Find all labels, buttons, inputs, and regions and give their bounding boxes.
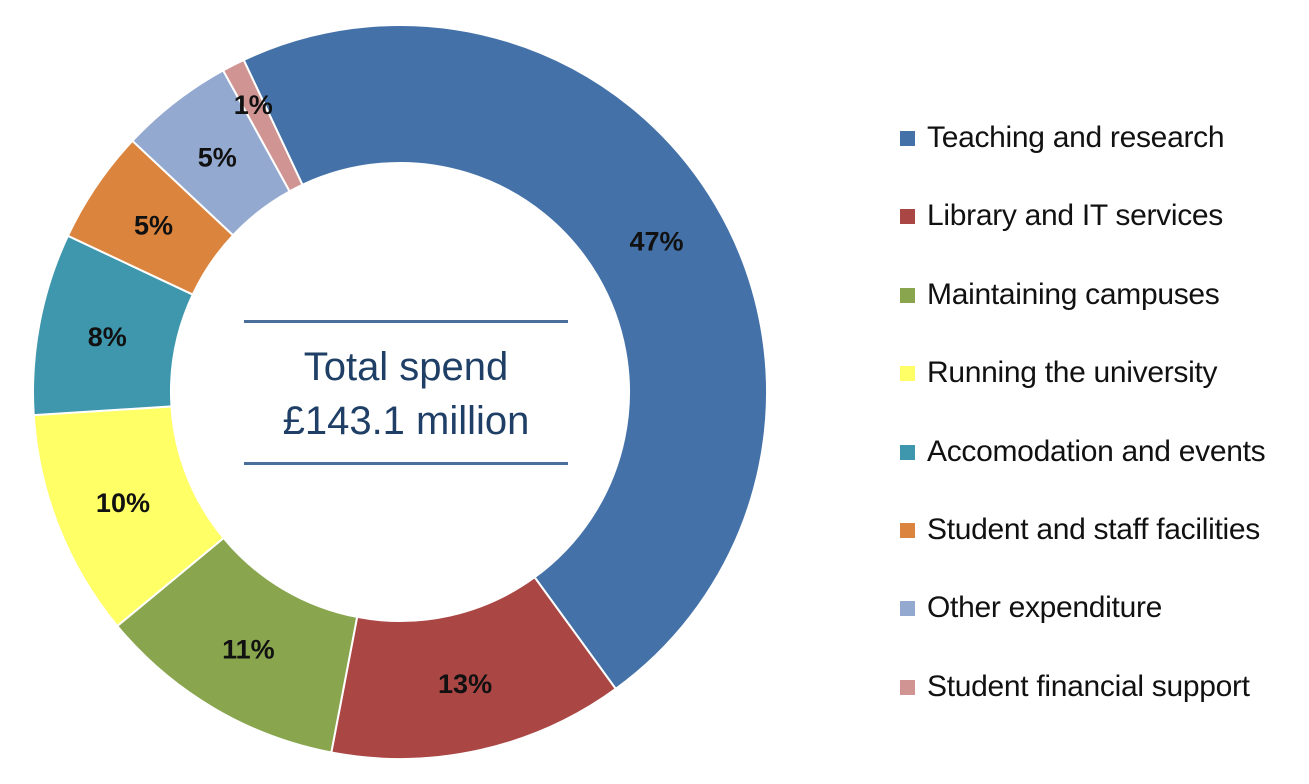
legend-label: Teaching and research [927,121,1225,154]
legend-item: Student financial support [900,665,1300,743]
donut-slice-7 [221,58,304,193]
legend-label: Accomodation and events [927,434,1266,468]
data-label-7: 1% [234,90,273,120]
center-rule-top [244,320,568,323]
legend-swatch [900,209,915,225]
legend: Teaching and research Library and IT serv… [900,116,1300,743]
legend-label: Other expenditure [927,591,1163,625]
legend-label: Student financial support [927,669,1250,703]
legend-item: Running the university [900,351,1300,429]
donut-slice-0 [242,24,768,691]
legend-item: Other expenditure [900,586,1300,664]
legend-label: Student and staff facilities [927,512,1260,546]
data-label-2: 11% [222,635,275,665]
legend-swatch [900,444,915,460]
data-label-1: 13% [438,669,492,699]
legend-item: Accomodation and events [900,430,1300,508]
legend-swatch [900,679,915,695]
legend-swatch [900,366,915,382]
legend-swatch [900,287,915,303]
legend-swatch [900,601,915,617]
center-rule-bottom [244,462,568,465]
legend-item: Teaching and research [900,116,1300,194]
legend-swatch [900,131,915,146]
data-label-0: 47% [629,226,683,256]
data-label-3: 10% [96,488,150,518]
legend-item: Maintaining campuses [900,273,1300,351]
center-total-value: £143.1 million [282,399,530,443]
data-label-5: 5% [134,211,173,241]
data-label-4: 8% [88,322,127,352]
legend-item: Student and staff facilities [900,508,1300,586]
legend-label: Library and IT services [927,199,1224,233]
donut-svg: 47% 13% 11% 10% 8% 5% 5% 1% [32,24,768,760]
center-total-label: Total spend [303,345,509,389]
legend-swatch [900,522,915,538]
legend-item: Library and IT services [900,194,1300,272]
legend-label: Maintaining campuses [927,277,1220,311]
legend-label: Running the university [927,356,1218,390]
data-label-6: 5% [198,143,237,173]
